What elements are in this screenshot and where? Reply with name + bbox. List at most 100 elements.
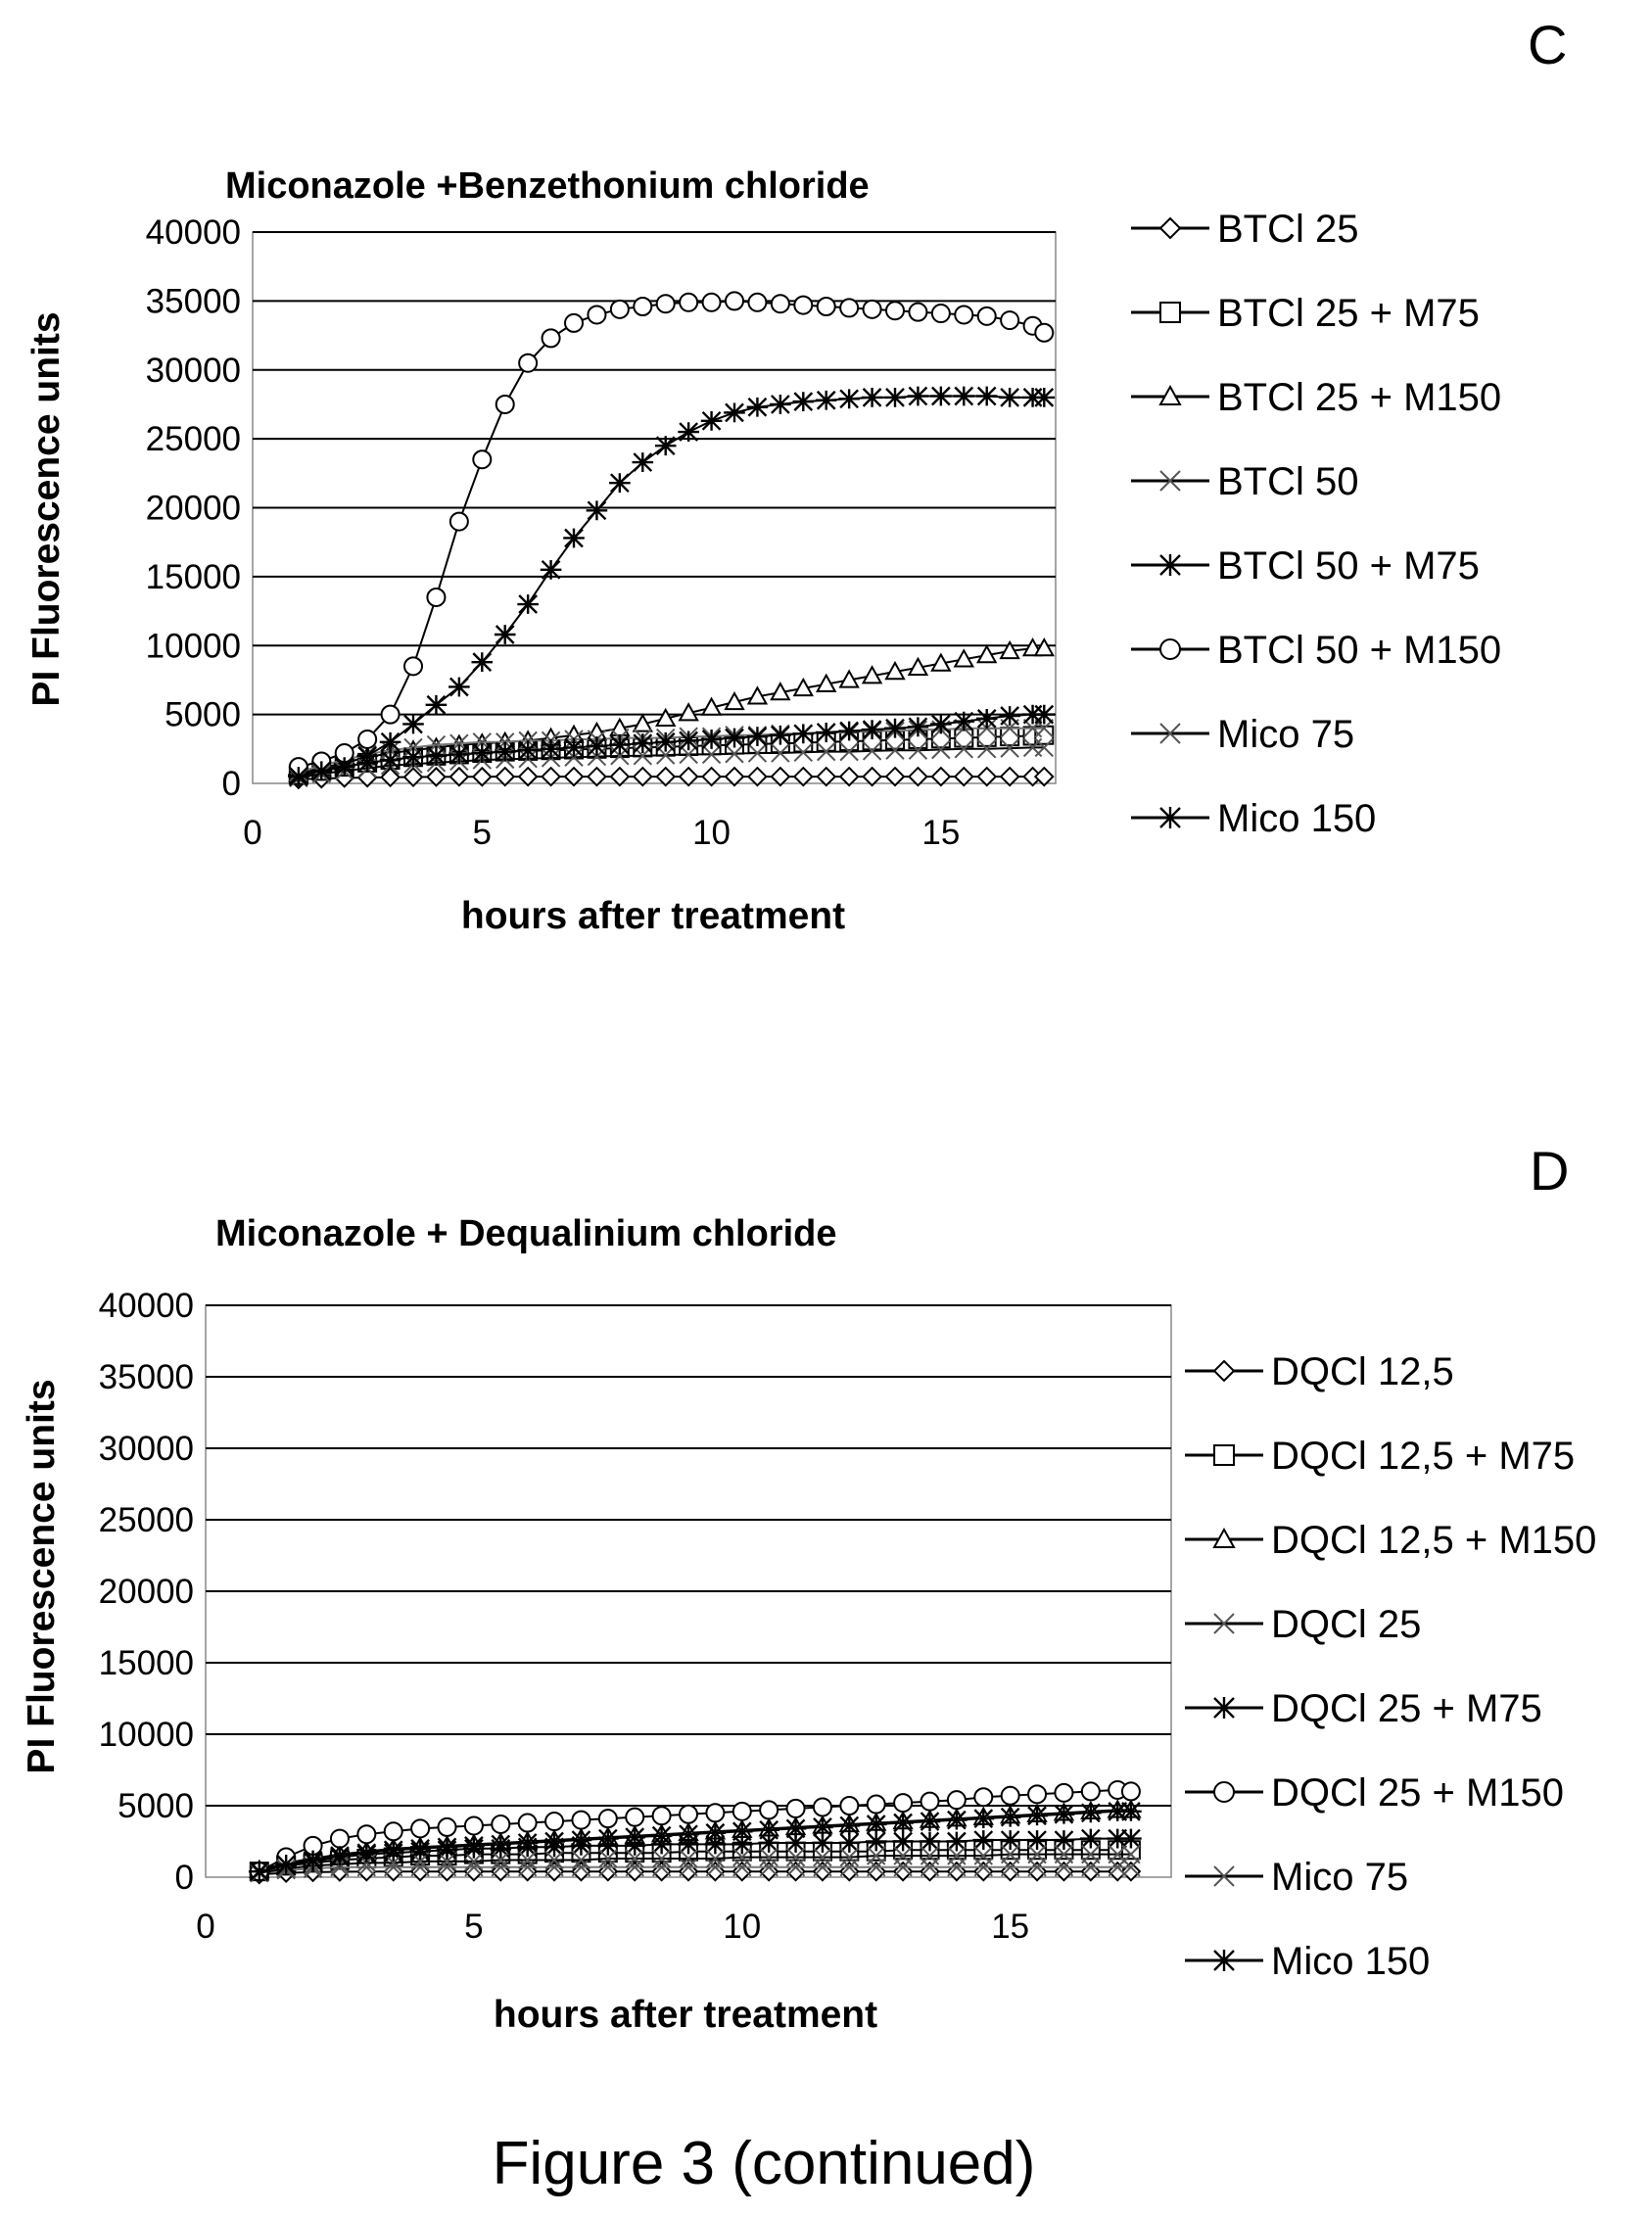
data-point [747, 766, 768, 787]
series-line [259, 1809, 1131, 1871]
data-point [975, 708, 998, 729]
x-tick-label: 10 [692, 814, 731, 852]
data-point [1034, 322, 1055, 343]
data-point [382, 1840, 404, 1861]
data-point [839, 1796, 860, 1815]
data-point [704, 1822, 727, 1843]
data-point [632, 713, 653, 732]
data-point [678, 702, 699, 722]
data-point [472, 449, 493, 470]
data-point [471, 766, 493, 787]
data-point [947, 1846, 967, 1865]
data-point [861, 720, 883, 740]
data-point [632, 452, 654, 472]
series-line [298, 395, 1045, 777]
data-point [1120, 1781, 1141, 1802]
data-point [792, 677, 814, 697]
data-point [571, 1850, 591, 1870]
data-point [973, 1846, 993, 1865]
y-tick-label: 30000 [99, 1430, 194, 1468]
data-point [907, 656, 929, 676]
series-line [259, 1870, 1131, 1876]
data-point [731, 1821, 753, 1842]
data-point [770, 766, 791, 787]
data-point [908, 302, 928, 322]
y-tick-label: 0 [175, 1859, 194, 1897]
data-point [999, 1830, 1021, 1850]
data-point [812, 1817, 833, 1837]
data-point [770, 682, 791, 701]
data-point [655, 294, 676, 314]
data-point [471, 652, 494, 673]
data-point [540, 559, 562, 580]
data-point [448, 511, 469, 532]
data-point [746, 397, 769, 417]
data-point [310, 761, 333, 781]
x-tick-label: 5 [473, 814, 492, 852]
y-tick-label: 35000 [146, 282, 241, 320]
data-point [892, 1831, 914, 1852]
data-point [701, 744, 722, 765]
data-point [785, 1847, 806, 1867]
data-point [732, 1847, 752, 1867]
legend-entry: BTCl 50 + M150 [1217, 629, 1501, 672]
data-point [907, 717, 929, 737]
data-point [437, 1852, 457, 1871]
data-point [759, 1800, 779, 1820]
legend-entry: BTCl 25 + M75 [1217, 292, 1480, 335]
data-point [1027, 1784, 1048, 1805]
y-tick-label: 40000 [99, 1287, 194, 1325]
data-point [356, 752, 378, 773]
data-point [491, 1850, 510, 1870]
data-point [838, 721, 860, 741]
data-point [908, 740, 928, 760]
data-point [570, 1830, 592, 1850]
data-point [705, 1858, 726, 1877]
data-point [448, 744, 470, 765]
data-point [839, 1847, 860, 1867]
data-point [731, 1834, 753, 1855]
data-point [678, 1834, 699, 1855]
series-line [259, 1788, 1132, 1873]
panel-letter-c: C [1528, 14, 1567, 75]
data-point [725, 291, 744, 311]
y-axis-label-c: PI Fluorescence units [25, 311, 68, 706]
legend-marker [1213, 1781, 1235, 1803]
y-axis-label-d: PI Fluorescence units [21, 1379, 63, 1773]
data-point [490, 1834, 512, 1855]
data-point [866, 1794, 886, 1815]
series-line [298, 647, 1045, 776]
data-point [953, 766, 974, 787]
legend-entry: DQCl 25 + M75 [1271, 1687, 1542, 1730]
data-point [463, 1815, 484, 1836]
data-point [724, 690, 745, 711]
data-point [732, 1858, 752, 1877]
data-point [946, 1810, 968, 1830]
data-point [861, 388, 883, 407]
data-point [725, 744, 744, 764]
data-point [946, 1831, 968, 1852]
x-axis-label-c: hours after treatment [461, 895, 845, 937]
data-point [333, 757, 355, 778]
data-point [598, 1858, 618, 1877]
data-point [543, 1831, 565, 1852]
data-point [356, 1853, 377, 1873]
chart-d: 0 5000 10000 15000 20000 25000 30000 35000 40000… [99, 1287, 1597, 1983]
series-line [259, 1865, 1131, 1874]
data-point [999, 1807, 1021, 1827]
data-point [379, 750, 401, 770]
data-point [953, 711, 975, 731]
data-point [1053, 1830, 1075, 1850]
data-point [587, 305, 607, 325]
data-point [495, 394, 515, 414]
legend-marker [1158, 554, 1182, 576]
data-point [700, 696, 723, 716]
data-point [701, 766, 722, 787]
data-point [813, 1858, 832, 1877]
data-point [953, 648, 974, 668]
data-point [867, 1846, 886, 1865]
data-point [491, 1814, 511, 1834]
data-point [1021, 704, 1044, 725]
data-point [976, 644, 998, 664]
y-tick-label: 20000 [99, 1573, 194, 1611]
